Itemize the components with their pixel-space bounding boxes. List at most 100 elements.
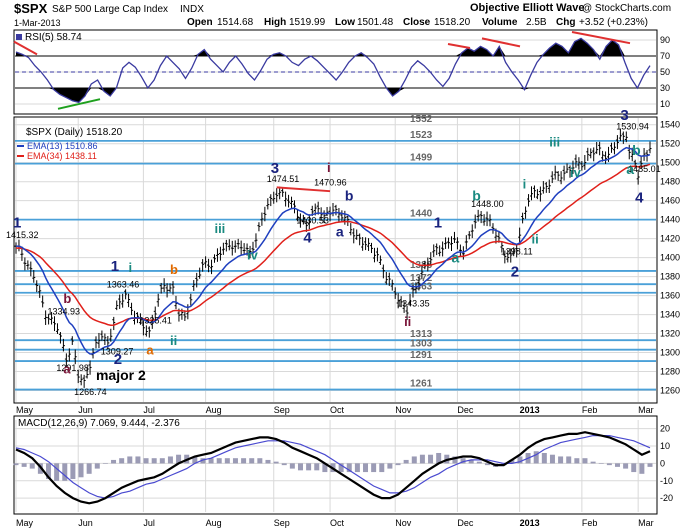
- low-label: Low: [335, 17, 355, 28]
- price-value-label: 1343.35: [397, 298, 430, 308]
- macd-histogram-bar: [436, 452, 442, 464]
- price-value-label: 1485.01: [628, 164, 661, 174]
- macd-histogram-bar: [176, 454, 182, 464]
- macd-histogram-bar: [598, 463, 604, 464]
- wave-label: b: [63, 291, 71, 306]
- volume-value: 2.5B: [526, 17, 547, 28]
- macd-histogram-bar: [249, 458, 255, 464]
- macd-histogram-bar: [281, 463, 287, 466]
- macd-x-tick-label: Sep: [274, 518, 290, 528]
- macd-histogram-bar: [338, 463, 344, 473]
- low-value: 1501.48: [357, 17, 394, 28]
- macd-histogram-bar: [509, 459, 515, 464]
- wave-label: a: [146, 342, 154, 357]
- wave-label: 2: [114, 351, 122, 368]
- price-x-tick-label: 2013: [520, 405, 540, 415]
- price-tick-label: 1340: [660, 310, 680, 320]
- price-layer: 1260 1280 1300 1320 1340 1360 1380 1400 1420 1440…: [6, 107, 680, 402]
- support-level-label: 1523: [410, 130, 433, 141]
- price-value-label: 1448.00: [471, 199, 504, 209]
- wave-label: ii: [531, 231, 538, 246]
- macd-histogram-bar: [127, 456, 133, 464]
- price-tick-label: 1480: [660, 177, 680, 187]
- macd-histogram-bar: [419, 454, 425, 464]
- macd-histogram-bar: [21, 463, 27, 467]
- price-value-label: 1334.93: [47, 306, 80, 316]
- wave-label: 3: [271, 160, 279, 177]
- wave-label: 3: [620, 107, 628, 124]
- macd-histogram-bar: [70, 463, 76, 480]
- macd-histogram-bar: [159, 458, 165, 464]
- price-value-label: 1398.11: [501, 246, 533, 256]
- rsi-line: [15, 37, 651, 104]
- support-level-label: 1372: [410, 273, 433, 284]
- wave-label: b: [170, 262, 178, 277]
- macd-histogram-bar: [192, 456, 198, 464]
- macd-histogram-bar: [306, 463, 312, 471]
- macd-histogram-bar: [257, 458, 263, 464]
- chg-label: Chg: [556, 17, 575, 28]
- macd-histogram-bar: [582, 458, 588, 464]
- macd-histogram-bar: [533, 451, 539, 464]
- macd-histogram-bar: [354, 463, 360, 473]
- wave-label: ii: [170, 333, 177, 348]
- macd-histogram-bar: [476, 461, 482, 464]
- macd-histogram-bar: [346, 463, 352, 473]
- macd-histogram-bar: [517, 456, 523, 464]
- macd-histogram-bar: [403, 459, 409, 464]
- macd-histogram-bar: [119, 458, 125, 464]
- rsi-legend: RSI(5) 58.74: [25, 32, 82, 43]
- wave-label: iii: [214, 221, 225, 236]
- macd-histogram-bar: [460, 458, 466, 464]
- macd-histogram-bar: [289, 463, 295, 469]
- price-tick-label: 1420: [660, 234, 680, 244]
- price-x-tick-label: Aug: [206, 405, 222, 415]
- macd-histogram-bar: [363, 463, 369, 473]
- price-x-tick-label: Jun: [78, 405, 93, 415]
- macd-histogram-bar: [314, 463, 320, 471]
- macd-histogram-bar: [379, 463, 385, 473]
- price-tick-label: 1280: [660, 367, 680, 377]
- wave-label: iv: [247, 248, 259, 263]
- wave-label: 2: [511, 264, 519, 281]
- macd-histogram-bar: [29, 463, 35, 469]
- support-level-label: 1552: [410, 114, 433, 125]
- macd-histogram-bar: [62, 463, 68, 481]
- price-value-label: 1530.94: [616, 121, 649, 131]
- price-value-label: 1309.27: [101, 347, 134, 357]
- macd-histogram-bar: [200, 458, 206, 464]
- price-x-tick-label: Mar: [638, 405, 654, 415]
- chart-name: S&P 500 Large Cap Index: [52, 4, 168, 15]
- macd-histogram-bar: [151, 458, 157, 464]
- rsi-tick-label: 70: [660, 51, 670, 61]
- price-tick-label: 1540: [660, 120, 680, 130]
- macd-tick-label: 20: [660, 424, 670, 434]
- macd-histogram-bar: [558, 456, 564, 464]
- macd-tick-label: 0: [660, 458, 665, 468]
- rsi-divergence-line: [447, 43, 471, 49]
- macd-histogram-bar: [387, 463, 393, 469]
- macd-histogram-bar: [395, 463, 401, 466]
- macd-histogram-bar: [208, 458, 214, 464]
- support-level-label: 1291: [410, 350, 433, 361]
- rsi-divergence-line: [13, 40, 38, 56]
- macd-histogram-bar: [647, 463, 653, 467]
- macd-histogram-bar: [574, 458, 580, 464]
- high-label: High: [264, 17, 286, 28]
- price-panel: [13, 116, 658, 404]
- price-x-tick-label: Feb: [582, 405, 598, 415]
- macd-histogram-bar: [541, 452, 547, 464]
- macd-x-tick-label: Jun: [78, 518, 93, 528]
- macd-x-tick-label: Dec: [457, 518, 474, 528]
- rsi-divergence-line: [57, 98, 101, 110]
- wave-label: a: [336, 224, 344, 240]
- support-level-label: 1499: [410, 153, 433, 164]
- price-value-label: 1415.32: [6, 230, 39, 240]
- macd-x-tick-label: 2013: [520, 518, 540, 528]
- price-tick-label: 1460: [660, 196, 680, 206]
- price-tick-label: 1380: [660, 272, 680, 282]
- macd-histogram-bar: [241, 458, 247, 464]
- wave-label: 4: [635, 190, 644, 207]
- macd-histogram-bar: [232, 458, 238, 464]
- price-x-tick-label: Nov: [395, 405, 412, 415]
